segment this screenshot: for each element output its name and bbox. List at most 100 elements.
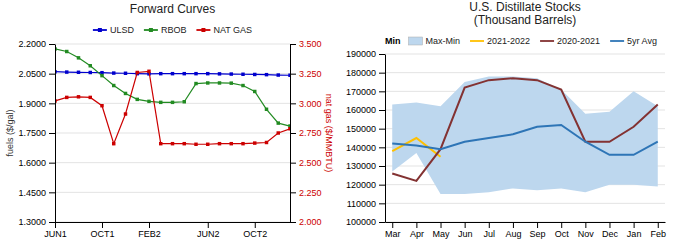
tick-label: 1.7500 — [18, 128, 46, 138]
tick-mark — [379, 110, 385, 111]
tick-mark — [561, 222, 562, 228]
tick-mark — [290, 74, 296, 75]
tick-mark — [379, 129, 385, 130]
tick-label: 1.3000 — [18, 217, 46, 227]
tick: Nov — [578, 222, 595, 239]
marker — [183, 100, 186, 103]
tick: 2.0500 — [18, 69, 55, 79]
line — [55, 49, 290, 126]
marker — [124, 72, 127, 75]
legend-label: 2021-2022 — [487, 36, 530, 46]
marker — [253, 73, 256, 76]
tick: 1.6000 — [18, 158, 55, 168]
marker — [100, 74, 103, 77]
marker — [183, 142, 186, 145]
tick-label: 2.250 — [299, 188, 322, 198]
tick-mark — [465, 222, 466, 228]
tick: 170000 — [346, 87, 385, 97]
marker — [253, 90, 256, 93]
marker — [265, 141, 268, 144]
legend-label: ULSD — [110, 25, 135, 35]
tick-label: 160000 — [346, 105, 376, 115]
tick: Jan — [627, 222, 642, 239]
marker — [230, 81, 233, 84]
marker — [277, 121, 280, 124]
tick-label: 3.000 — [299, 99, 322, 109]
tick: 1.9000 — [18, 99, 55, 109]
tick-mark — [49, 222, 55, 223]
tick-label: 170000 — [346, 87, 376, 97]
legend-swatch — [610, 40, 624, 42]
tick-mark — [49, 74, 55, 75]
legend-item: NAT GAS — [196, 25, 252, 35]
marker — [218, 142, 221, 145]
grid-line — [385, 72, 665, 73]
tick-label: 2.2000 — [18, 39, 46, 49]
marker — [89, 96, 92, 99]
title: Forward Curves — [130, 2, 215, 16]
marker — [159, 72, 162, 75]
legend-swatch — [540, 40, 554, 42]
grid-line — [385, 203, 665, 204]
line — [392, 125, 658, 155]
tick-label: 2.750 — [299, 128, 322, 138]
tick-label: 1.9000 — [18, 99, 46, 109]
tick: 140000 — [346, 143, 385, 153]
axis: MarAprMayJunJulAugSepOctNovDecJanFeb — [385, 222, 666, 239]
tick: 3.250 — [290, 69, 322, 79]
tick-mark — [392, 222, 393, 228]
marker — [265, 73, 268, 76]
marker — [194, 143, 197, 146]
marker — [241, 142, 244, 145]
tick-mark — [513, 222, 514, 228]
axis-line — [385, 55, 386, 223]
legend-label: 2020-2021 — [557, 36, 600, 46]
tick-label: 2.500 — [299, 158, 322, 168]
marker — [253, 141, 256, 144]
marker — [136, 71, 139, 74]
tick: Feb — [651, 222, 667, 239]
legend-item: ULSD — [93, 25, 135, 35]
tick-label: 140000 — [346, 143, 376, 153]
tick: 190000 — [346, 49, 385, 59]
marker — [206, 81, 209, 84]
marker — [241, 73, 244, 76]
tick-label: 2.0500 — [18, 69, 46, 79]
figure: JUN1OCT1FEB2JUN2OCT21.30001.45001.60001.… — [0, 0, 678, 250]
marker — [171, 142, 174, 145]
title: U.S. Distillate Stocks(Thousand Barrels) — [469, 0, 580, 27]
legend-label: NAT GAS — [213, 25, 252, 35]
tick-label: 150000 — [346, 124, 376, 134]
tick-mark — [379, 54, 385, 55]
tick: FEB2 — [138, 222, 161, 239]
tick: OCT1 — [90, 222, 114, 239]
tick-label: 1.4500 — [18, 188, 46, 198]
tick-label: 2.000 — [299, 217, 322, 227]
tick: Sep — [530, 222, 546, 239]
tick-label: Jul — [484, 229, 496, 239]
tick-mark — [379, 91, 385, 92]
marker — [65, 70, 68, 73]
marker — [147, 100, 150, 103]
tick: 2.250 — [290, 188, 322, 198]
legend-marker — [149, 28, 153, 32]
tick-label: Jan — [627, 229, 642, 239]
tick-label: OCT2 — [243, 229, 267, 239]
legend: MinMax-Min2021-20222020-20215yr Avg — [385, 36, 657, 46]
tick-mark — [290, 163, 296, 164]
tick: 100000 — [346, 217, 385, 227]
tick-mark — [149, 222, 150, 228]
legend-item: 5yr Avg — [610, 36, 657, 46]
tick-mark — [49, 192, 55, 193]
tick-label: 180000 — [346, 68, 376, 78]
tick: 120000 — [346, 180, 385, 190]
tick: 1.3000 — [18, 217, 55, 227]
tick-mark — [49, 44, 55, 45]
tick-mark — [634, 222, 635, 228]
marker — [230, 72, 233, 75]
legend-item: 2020-2021 — [540, 36, 600, 46]
marker — [65, 96, 68, 99]
tick-mark — [379, 222, 385, 223]
grid-line — [385, 222, 665, 223]
legend-title: Min — [385, 36, 401, 46]
